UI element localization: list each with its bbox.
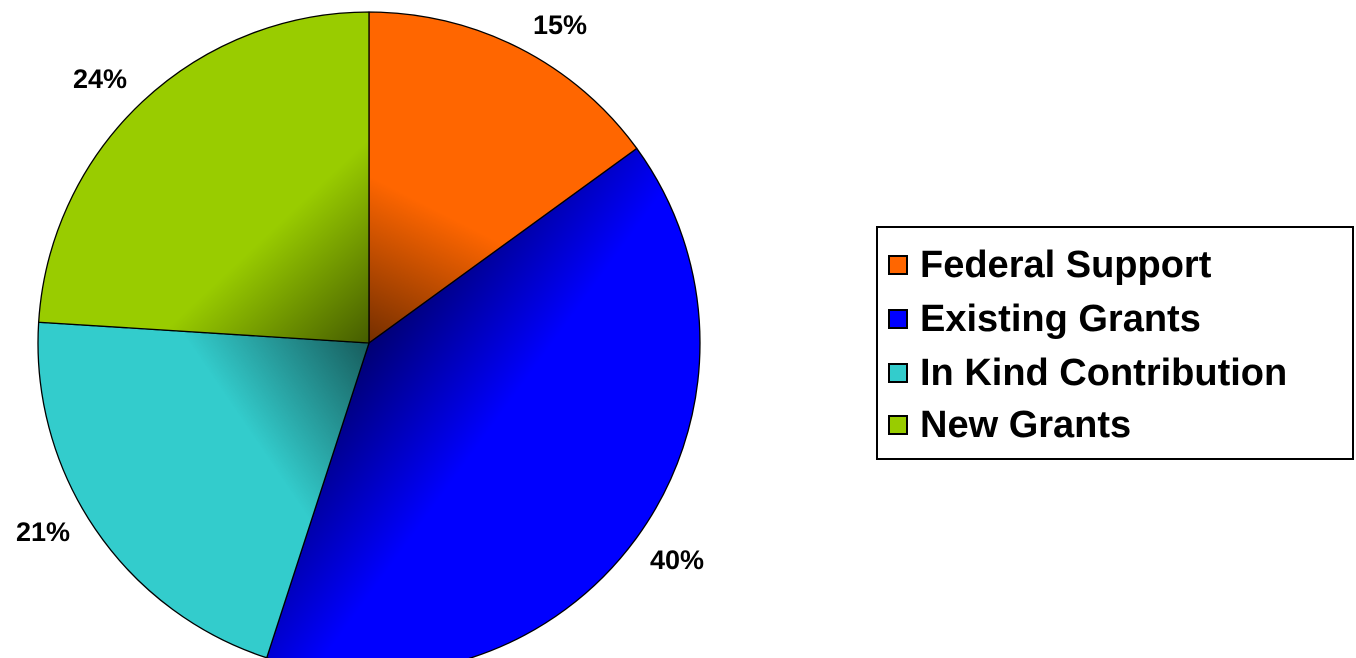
legend-label-new-grants: New Grants bbox=[920, 404, 1132, 446]
legend-swatch-existing-grants bbox=[888, 309, 908, 329]
legend-item-new-grants: New Grants bbox=[888, 400, 1131, 450]
chart-legend: Federal Support Existing Grants In Kind … bbox=[876, 226, 1354, 460]
data-label-in-kind-contribution: 21% bbox=[16, 517, 70, 547]
pie-slice-existing-grants bbox=[265, 147, 701, 658]
pie-slice-new-grants bbox=[37, 11, 370, 344]
legend-item-federal-support: Federal Support bbox=[888, 240, 1211, 290]
legend-label-existing-grants: Existing Grants bbox=[920, 298, 1201, 340]
pie-slice-in-kind-contribution bbox=[37, 321, 370, 658]
data-label-existing-grants: 40% bbox=[650, 545, 704, 575]
legend-label-in-kind-contribution: In Kind Contribution bbox=[920, 352, 1288, 394]
legend-item-in-kind-contribution: In Kind Contribution bbox=[888, 348, 1287, 398]
data-label-federal-support: 15% bbox=[533, 10, 587, 40]
data-label-new-grants: 24% bbox=[73, 64, 127, 94]
legend-swatch-federal-support bbox=[888, 255, 908, 275]
legend-swatch-new-grants bbox=[888, 415, 908, 435]
pie-slice-federal-support bbox=[368, 11, 638, 345]
legend-label-federal-support: Federal Support bbox=[920, 244, 1212, 286]
pie-chart: 15% 40% 21% 24% bbox=[16, 10, 704, 658]
legend-item-existing-grants: Existing Grants bbox=[888, 294, 1201, 344]
legend-swatch-in-kind-contribution bbox=[888, 363, 908, 383]
